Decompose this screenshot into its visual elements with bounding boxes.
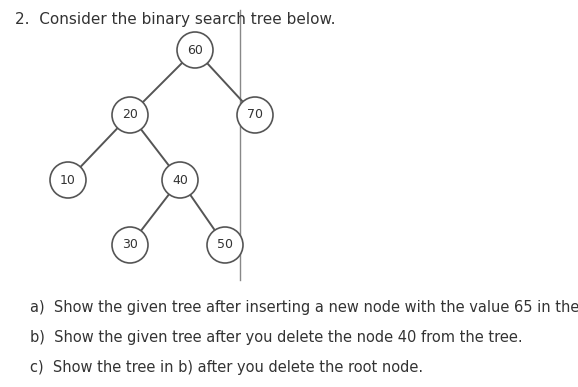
Text: 70: 70 [247,108,263,122]
Circle shape [237,97,273,133]
Text: 10: 10 [60,173,76,187]
Circle shape [177,32,213,68]
Circle shape [112,227,148,263]
Text: 60: 60 [187,43,203,57]
Circle shape [207,227,243,263]
Text: 2.  Consider the binary search tree below.: 2. Consider the binary search tree below… [15,12,335,27]
Circle shape [50,162,86,198]
Text: 30: 30 [122,238,138,252]
Text: 20: 20 [122,108,138,122]
Text: b)  Show the given tree after you delete the node 40 from the tree.: b) Show the given tree after you delete … [30,330,523,345]
Text: a)  Show the given tree after inserting a new node with the value 65 in the tree: a) Show the given tree after inserting a… [30,300,578,315]
Circle shape [162,162,198,198]
Text: c)  Show the tree in b) after you delete the root node.: c) Show the tree in b) after you delete … [30,360,423,375]
Circle shape [112,97,148,133]
Text: 50: 50 [217,238,233,252]
Text: 40: 40 [172,173,188,187]
